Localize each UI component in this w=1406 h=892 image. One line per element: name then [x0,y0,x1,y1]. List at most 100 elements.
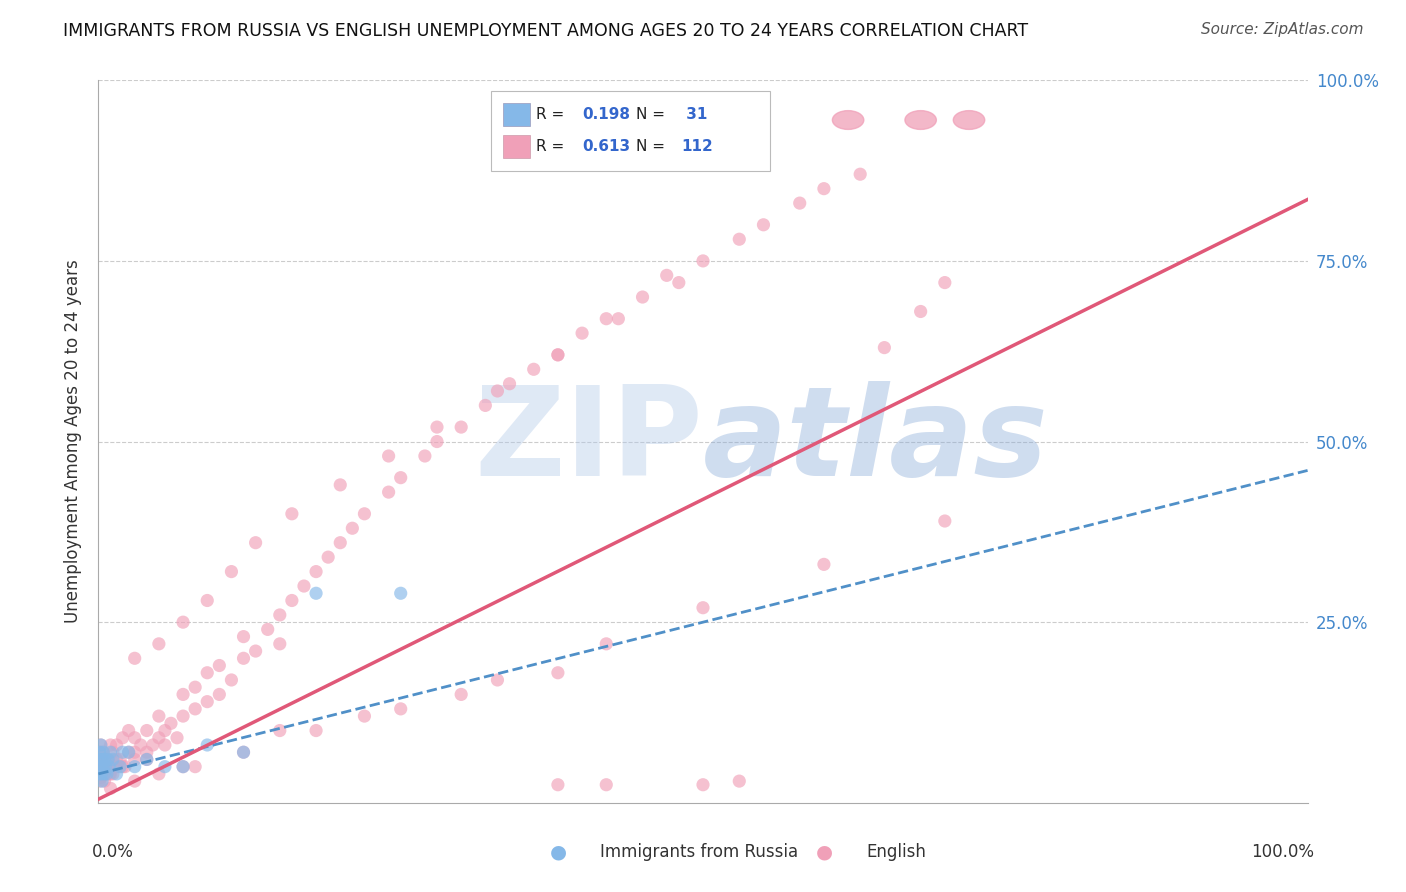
Point [101,752,124,766]
Text: N =: N = [637,107,671,121]
Point [571,326,593,340]
Point [498,376,520,391]
Text: Immigrants from Russia: Immigrants from Russia [600,843,799,861]
Point [91,752,114,766]
Point [195,665,218,680]
Text: Source: ZipAtlas.com: Source: ZipAtlas.com [1201,22,1364,37]
Point [305,586,328,600]
Point [547,778,569,792]
Point [96,760,118,774]
Point [232,745,254,759]
Point [789,196,811,211]
Point [195,738,218,752]
Point [89,745,111,759]
Point [486,384,509,398]
Text: 0.613: 0.613 [582,139,630,154]
Point [96,767,118,781]
Point [329,478,352,492]
Point [93,752,115,766]
Point [292,579,315,593]
Point [342,521,364,535]
Point [316,550,339,565]
Point [668,276,690,290]
Point [100,760,122,774]
Point [148,767,170,781]
Point [172,709,194,723]
Point [595,637,617,651]
Point [124,745,146,759]
Text: atlas: atlas [703,381,1049,502]
Point [124,752,146,766]
Point [172,760,194,774]
Point [692,600,714,615]
Point [269,637,291,651]
Text: ZIP: ZIP [474,381,703,502]
Text: N =: N = [637,139,671,154]
Point [100,767,122,781]
Point [135,752,157,766]
Text: 112: 112 [682,139,713,154]
Point [101,767,124,781]
Point [135,752,157,766]
Point [221,673,243,687]
Point [232,745,254,759]
Point [90,760,112,774]
Point [305,723,328,738]
Point [118,745,141,759]
Point [94,767,117,781]
Point [135,745,157,759]
Circle shape [905,111,936,129]
Point [90,738,112,752]
Point [93,760,115,774]
Point [474,398,496,412]
Point [89,752,111,766]
Point [195,695,218,709]
Point [450,420,472,434]
Point [728,232,751,246]
Point [93,774,115,789]
Point [305,565,328,579]
FancyBboxPatch shape [492,91,769,170]
Point [91,760,114,774]
Point [269,607,291,622]
Point [655,268,678,283]
Point [108,760,131,774]
Point [595,311,617,326]
Point [607,311,630,326]
Point [91,774,114,789]
Point [547,348,569,362]
Point [93,767,115,781]
Point [111,745,134,759]
Point [873,341,896,355]
Point [148,709,170,723]
Point [172,687,194,701]
Point [486,673,509,687]
Point [910,304,932,318]
Point [245,644,267,658]
Point [208,658,231,673]
Point [90,738,112,752]
Point [232,630,254,644]
Point [160,716,183,731]
Text: IMMIGRANTS FROM RUSSIA VS ENGLISH UNEMPLOYMENT AMONG AGES 20 TO 24 YEARS CORRELA: IMMIGRANTS FROM RUSSIA VS ENGLISH UNEMPL… [63,22,1028,40]
Point [426,434,449,449]
Point [728,774,751,789]
Point [377,485,399,500]
Bar [503,136,530,158]
Point [631,290,654,304]
Point [153,738,176,752]
Point [94,760,117,774]
Point [547,665,569,680]
Point [118,745,141,759]
Point [96,760,118,774]
Circle shape [953,111,984,129]
Point [87,752,110,766]
Point [450,687,472,701]
Point [692,778,714,792]
Point [849,167,872,181]
Point [353,709,375,723]
Point [98,767,121,781]
Point [87,767,110,781]
Point [105,760,128,774]
Point [89,767,111,781]
